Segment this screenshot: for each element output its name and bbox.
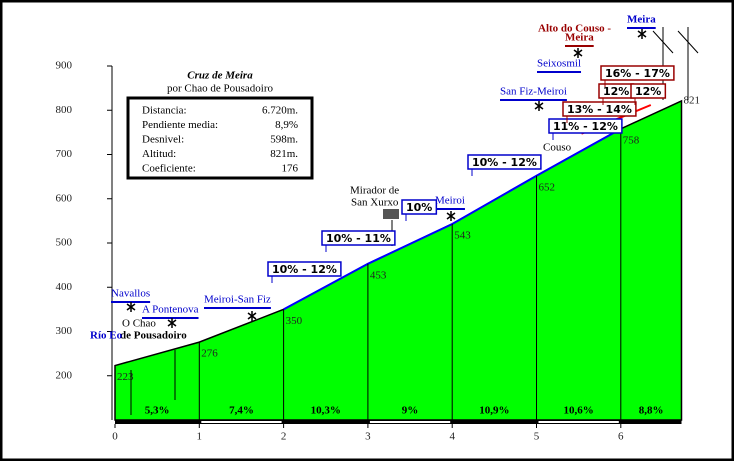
value-label: 758 (623, 134, 640, 146)
stat-value: 8,9% (275, 119, 298, 131)
stat-label: Altitud: (142, 148, 176, 160)
camera (383, 209, 399, 219)
segment-label: 10,9% (479, 405, 509, 417)
gradient-box (630, 83, 667, 99)
segment-label: 10,3% (311, 405, 341, 417)
segment-label: 8,8% (639, 405, 664, 417)
x-tick-label: 3 (365, 431, 371, 443)
x-tick-label: 2 (281, 431, 287, 443)
place-label: Meiroi (435, 195, 465, 207)
place-label: A Pontenova (142, 304, 199, 316)
gradient-label: 10% - 12% (272, 263, 337, 276)
segment-label: 7,4% (229, 405, 254, 417)
place-label: Meira (565, 32, 594, 44)
value-label: 276 (201, 348, 218, 360)
gradient-label: 10% - 11% (326, 232, 391, 245)
place-label: Seixosmil (537, 58, 581, 70)
y-tick-label: 800 (56, 104, 73, 116)
stat-value: 598m. (270, 134, 298, 146)
stat-label: Distancia: (142, 105, 187, 117)
band-gap (201, 421, 282, 423)
place-label: Meira (627, 14, 656, 26)
stat-value: 821m. (270, 148, 298, 160)
place-label: Navallos (111, 288, 150, 300)
gradient-label: 12% (635, 85, 661, 98)
gradient-box (321, 230, 396, 246)
info-box (126, 96, 314, 180)
gradient-box (562, 101, 637, 117)
place-label: San Fiz-Meiroi (500, 86, 567, 98)
value-label: 821 (684, 94, 701, 106)
y-tick-label: 700 (56, 148, 73, 160)
y-tick-label: 900 (56, 60, 73, 72)
gradient-label: 16% - 17% (605, 67, 670, 80)
place-label: O Chao (122, 318, 156, 330)
star (247, 312, 257, 320)
gradient-box (401, 199, 438, 215)
stat-value: 6.720m. (262, 105, 298, 117)
stat-value: 176 (282, 163, 299, 175)
y-tick-label: 300 (56, 325, 73, 337)
y-tick-label: 600 (56, 192, 73, 204)
x-tick-label: 6 (618, 431, 624, 443)
stat-label: Pendiente media: (142, 119, 218, 131)
star (637, 30, 647, 38)
x-tick-label: 4 (449, 431, 455, 443)
x-tick-label: 1 (197, 431, 203, 443)
x-tick-label: 5 (534, 431, 540, 443)
place-label: de Pousadoiro (120, 330, 187, 342)
value-label: 543 (454, 230, 471, 242)
star (446, 212, 456, 220)
value-label: 223 (117, 371, 134, 383)
place-label: San Xurxo (351, 197, 399, 209)
y-tick-label: 200 (56, 369, 73, 381)
band-gap (538, 421, 619, 423)
x-tick-label: 0 (112, 431, 118, 443)
star (573, 49, 583, 57)
gradient-label: 13% - 14% (567, 103, 632, 116)
gradient-box (267, 261, 342, 277)
place-label: Río Eo (90, 330, 123, 342)
segment-label: 9% (402, 405, 419, 417)
star (167, 319, 177, 327)
title: Cruz de Meira (187, 70, 253, 82)
gradient-box (467, 154, 542, 170)
gradient-label: 11% - 12% (553, 120, 618, 133)
gradient-label: 12% (603, 85, 629, 98)
gradient-label: 10% (406, 201, 432, 214)
subtitle: por Chao de Pousadoiro (167, 83, 274, 95)
value-label: 453 (370, 269, 387, 281)
stat-label: Coeficiente: (142, 163, 196, 175)
value-label: 652 (539, 181, 556, 193)
place-label: Alto do Couso - (538, 23, 611, 35)
gradient-box (600, 65, 675, 81)
segment-label: 5,3% (145, 405, 170, 417)
star (126, 303, 136, 311)
segment-label: 10,6% (564, 405, 594, 417)
band-gap (369, 421, 451, 423)
star (534, 102, 544, 110)
place-label: Mirador de (350, 185, 399, 197)
place-label: Meiroi-San Fiz (204, 294, 271, 306)
stat-label: Desnivel: (142, 134, 184, 146)
value-label: 350 (286, 315, 303, 327)
y-tick-label: 500 (56, 237, 73, 249)
y-tick-label: 400 (56, 281, 73, 293)
gradient-label: 10% - 12% (472, 156, 537, 169)
place-label: Couso (543, 142, 572, 154)
